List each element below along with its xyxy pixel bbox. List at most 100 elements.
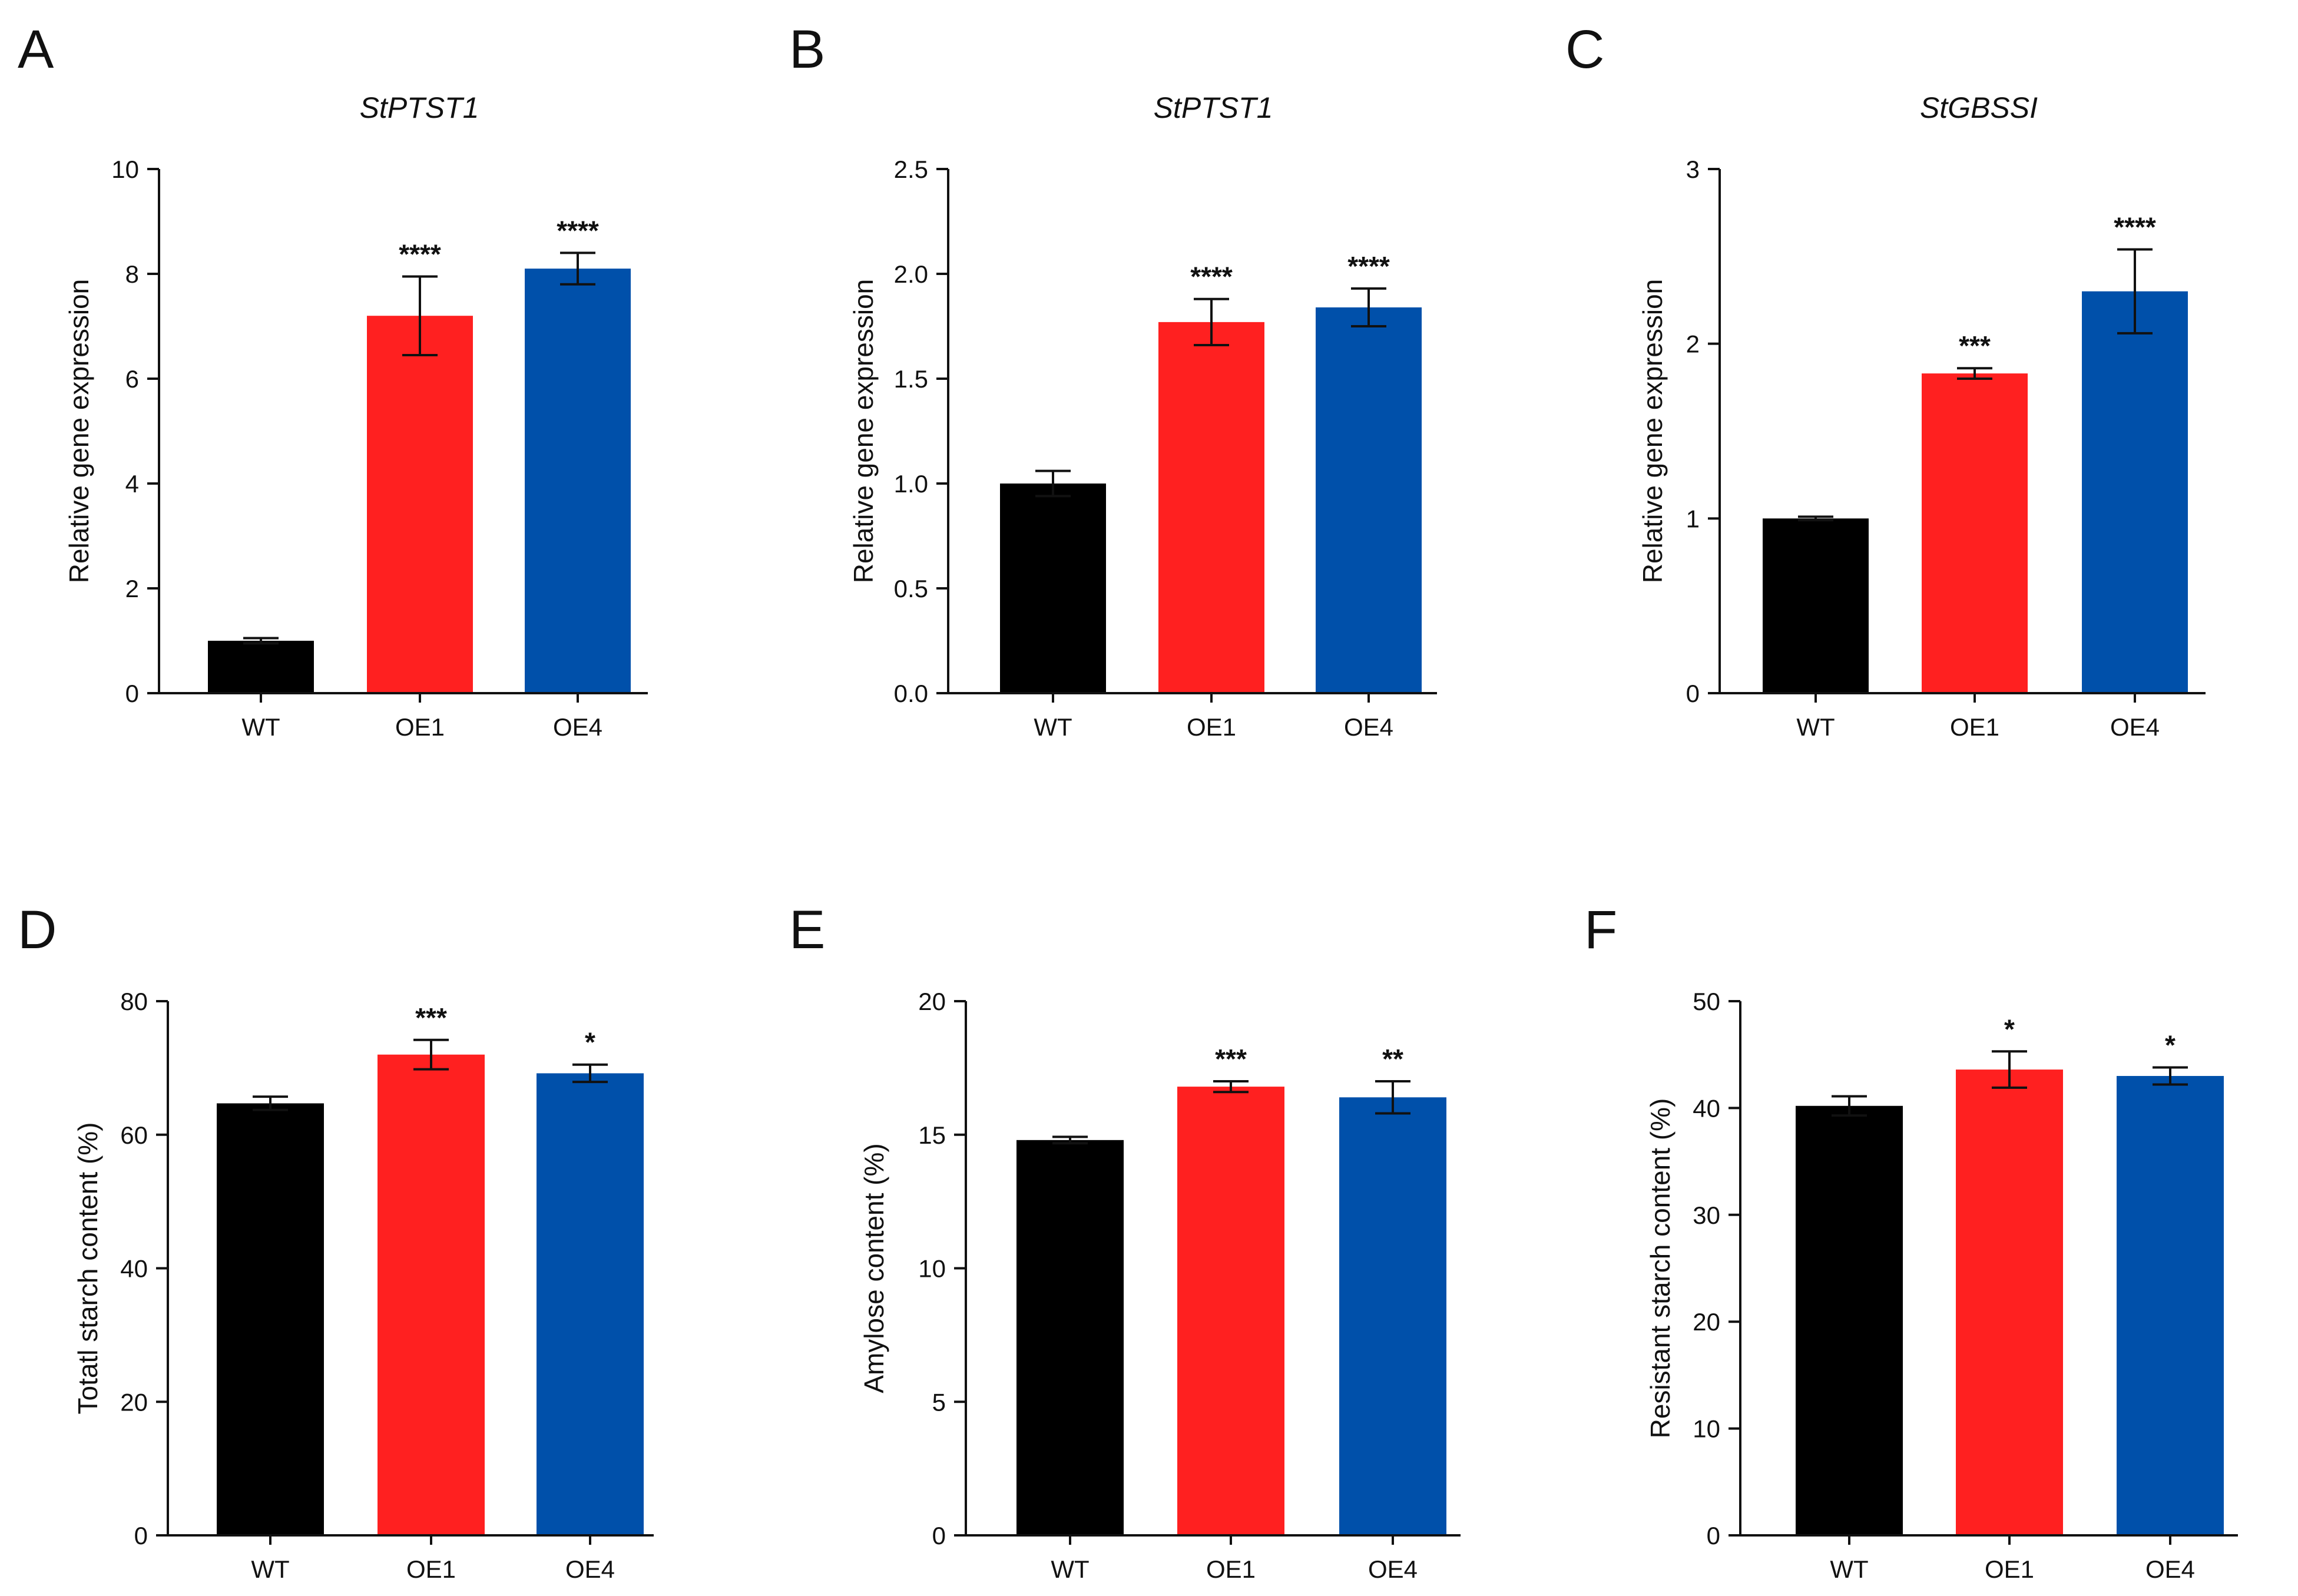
y-tick-label: 10 [1693, 1415, 1720, 1443]
y-tick-label: 5 [932, 1388, 946, 1416]
x-tick-label: WT [241, 713, 280, 741]
error-bar-wt [1035, 469, 1071, 498]
y-tick-label: 2 [125, 575, 139, 602]
chart-title: StGBSSI [1920, 91, 2038, 124]
y-tick-label: 20 [1693, 1308, 1720, 1336]
error-bar-oe4 [560, 251, 595, 286]
chart-title: StPTST1 [360, 91, 479, 124]
significance-label: **** [399, 239, 441, 269]
y-tick-label: 2.0 [894, 260, 928, 288]
x-tick-label: OE4 [553, 713, 602, 741]
y-tick-label: 3 [1686, 155, 1700, 183]
y-axis-label: Resistant starch content (%) [1645, 1098, 1676, 1439]
y-tick-label: 20 [918, 988, 946, 1015]
bar-oe4 [1339, 1097, 1446, 1535]
bar-wt [217, 1103, 324, 1535]
significance-label: *** [1959, 330, 1991, 361]
y-tick-label: 40 [120, 1255, 148, 1283]
x-tick-label: WT [1034, 713, 1072, 741]
y-tick-label: 1 [1686, 505, 1700, 532]
bar-oe1 [1158, 322, 1264, 693]
y-tick-label: 1.5 [894, 365, 928, 393]
bar-oe1 [367, 316, 473, 693]
bar-oe1 [1177, 1087, 1284, 1535]
y-tick-label: 0.5 [894, 575, 928, 602]
significance-label: **** [557, 215, 599, 246]
x-tick-label: WT [251, 1555, 289, 1583]
error-bar-oe1 [402, 275, 438, 356]
error-bar-oe1 [413, 1038, 449, 1071]
chart-panel-d: D WT *** OE1 * OE4 0 20 40 60 80 Totatl starch cont… [18, 900, 654, 1583]
chart-panel-b: B StPTST1 WT **** OE1 **** OE4 0.0 0.5 1.0 1.5 2.0 2… [789, 19, 1437, 741]
chart-panel-a: A StPTST1 WT **** OE1 **** OE4 0 2 4 6 8 10 Relative … [18, 19, 648, 741]
panel-letter: A [18, 19, 54, 80]
bar-oe4 [2117, 1075, 2224, 1535]
x-tick-label: WT [1796, 713, 1835, 741]
error-bar-oe4 [1351, 287, 1386, 327]
y-tick-label: 80 [120, 988, 148, 1015]
y-axis-label: Totatl starch content (%) [72, 1123, 103, 1415]
chart-panel-f: F WT * OE1 * OE4 0 10 20 30 40 50 Resistant starch c… [1584, 900, 2238, 1583]
error-bar-oe1 [1992, 1050, 2027, 1089]
x-tick-label: WT [1051, 1555, 1089, 1583]
y-tick-label: 0 [1686, 680, 1700, 707]
chart-title: StPTST1 [1154, 91, 1273, 124]
y-tick-label: 30 [1693, 1201, 1720, 1229]
bar-wt [208, 641, 314, 693]
y-tick-label: 0 [134, 1522, 148, 1549]
x-tick-label: OE1 [1985, 1555, 2034, 1583]
y-tick-label: 40 [1693, 1094, 1720, 1122]
significance-label: **** [2114, 211, 2156, 242]
x-tick-label: OE4 [1344, 713, 1393, 741]
error-bar-oe1 [1213, 1080, 1249, 1094]
significance-label: *** [1215, 1044, 1247, 1074]
significance-label: *** [415, 1002, 447, 1033]
bar-oe4 [2082, 291, 2188, 694]
error-bar-oe4 [2117, 248, 2153, 335]
y-tick-label: 0 [1707, 1522, 1720, 1549]
error-bar-oe1 [1957, 367, 1992, 380]
x-tick-label: OE4 [565, 1555, 615, 1583]
bar-wt [1016, 1140, 1124, 1535]
error-bar-oe4 [2153, 1066, 2188, 1086]
y-tick-label: 8 [125, 260, 139, 288]
y-tick-label: 20 [120, 1388, 148, 1416]
panel-letter: B [789, 19, 825, 80]
x-tick-label: OE1 [1950, 713, 1999, 741]
error-bar-wt [1798, 515, 1833, 522]
bar-wt [1000, 484, 1106, 693]
bar-oe1 [1956, 1069, 2063, 1535]
bar-oe1 [1922, 373, 2028, 693]
significance-label: * [2004, 1014, 2015, 1044]
panel-letter: D [18, 900, 57, 960]
x-tick-label: OE4 [2110, 713, 2160, 741]
y-tick-label: 0 [932, 1522, 946, 1549]
y-axis-label: Relative gene expression [1637, 279, 1668, 584]
y-tick-label: 50 [1693, 988, 1720, 1015]
error-bar-wt [1832, 1095, 1867, 1117]
y-axis-label: Relative gene expression [848, 279, 879, 584]
y-tick-label: 10 [111, 155, 139, 183]
error-bar-wt [253, 1095, 288, 1111]
y-tick-label: 1.0 [894, 470, 928, 498]
x-tick-label: OE1 [406, 1555, 456, 1583]
error-bar-wt [1052, 1135, 1088, 1145]
y-tick-label: 2.5 [894, 155, 928, 183]
bar-wt [1763, 518, 1869, 693]
significance-label: ** [1382, 1044, 1403, 1074]
y-tick-label: 6 [125, 365, 139, 393]
y-tick-label: 2 [1686, 330, 1700, 358]
y-tick-label: 0.0 [894, 680, 928, 707]
panel-letter: E [789, 900, 825, 960]
y-tick-label: 60 [120, 1121, 148, 1149]
bar-oe4 [537, 1073, 644, 1535]
x-tick-label: OE1 [395, 713, 445, 741]
bar-oe1 [378, 1054, 485, 1535]
y-tick-label: 10 [918, 1255, 946, 1283]
error-bar-oe4 [572, 1063, 608, 1084]
panel-letter: F [1584, 900, 1617, 960]
error-bar-oe4 [1375, 1080, 1410, 1115]
x-tick-label: OE1 [1187, 713, 1236, 741]
chart-panel-e: E WT *** OE1 ** OE4 0 5 10 15 20 Amylose content (%… [789, 900, 1461, 1583]
